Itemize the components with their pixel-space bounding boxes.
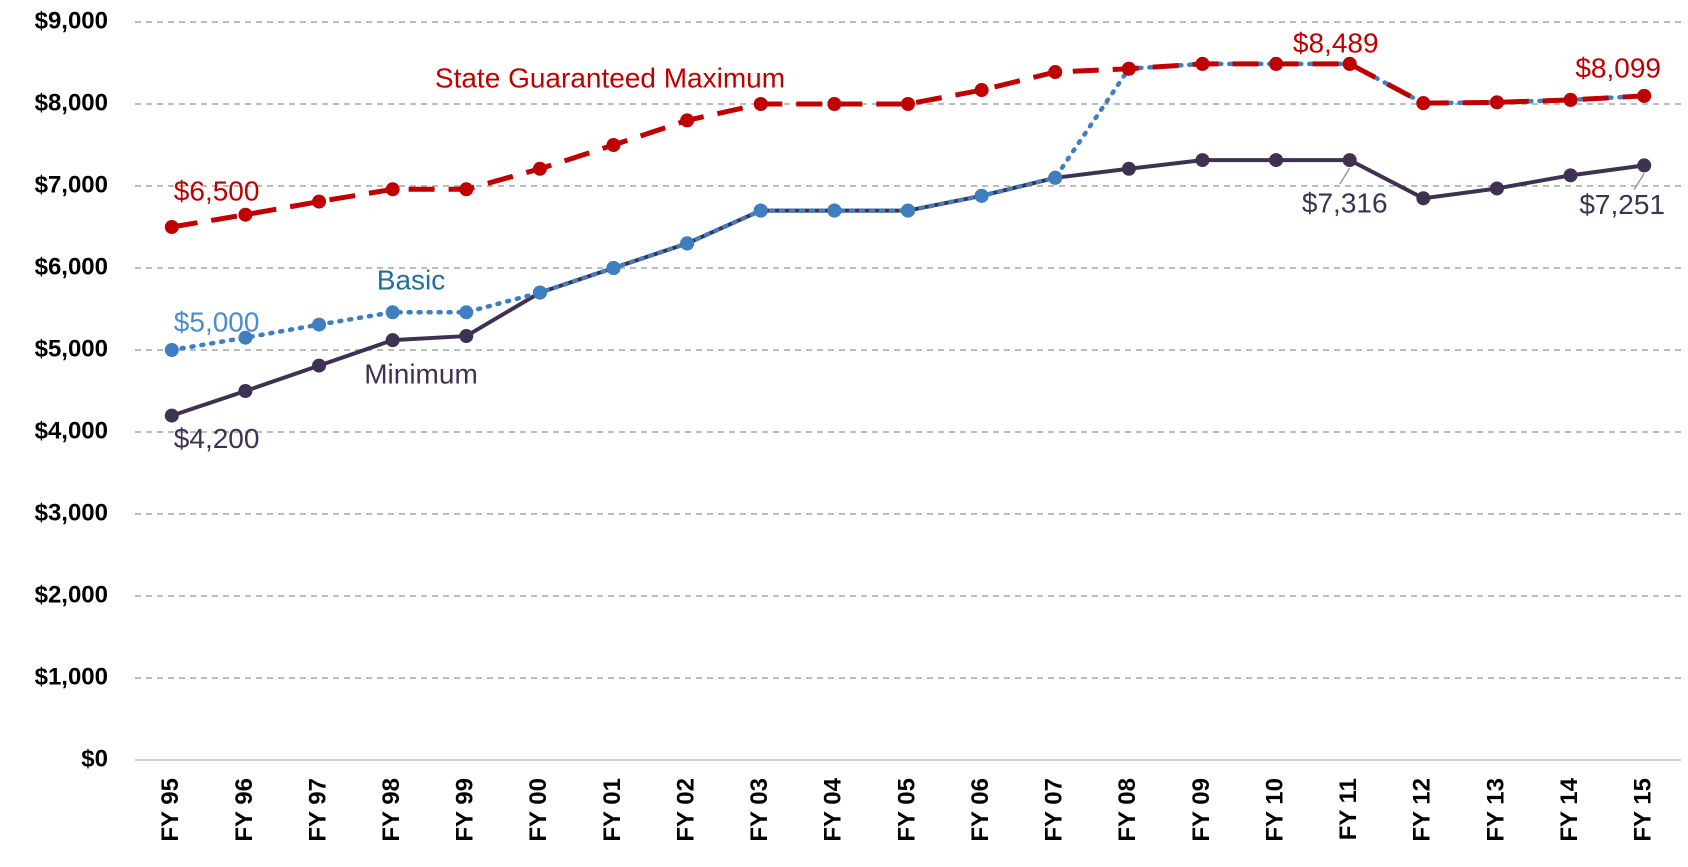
x-tick-label: FY 10 xyxy=(1261,778,1288,842)
leader-line xyxy=(1339,167,1351,185)
x-tick-label: FY 06 xyxy=(967,778,994,842)
point xyxy=(974,83,989,98)
point xyxy=(1563,92,1578,107)
series-label: State Guaranteed Maximum xyxy=(435,62,785,93)
point xyxy=(385,182,400,197)
point xyxy=(532,161,547,176)
series-line xyxy=(171,61,1645,230)
x-tick-label: FY 05 xyxy=(893,778,920,842)
value-label: $8,489 xyxy=(1293,27,1379,58)
point xyxy=(1048,170,1063,185)
point xyxy=(1416,96,1431,111)
y-tick-label: $3,000 xyxy=(35,499,108,526)
point xyxy=(1195,56,1210,71)
point xyxy=(238,384,253,398)
x-tick-label: FY 11 xyxy=(1335,778,1362,840)
x-tick-label: FY 13 xyxy=(1482,778,1509,842)
x-tick-label: FY 07 xyxy=(1041,778,1068,842)
point xyxy=(385,305,400,320)
point xyxy=(385,333,400,348)
point xyxy=(1489,95,1504,110)
x-tick-label: FY 01 xyxy=(599,778,626,842)
value-label: $4,200 xyxy=(174,423,260,454)
point xyxy=(1195,153,1210,168)
point xyxy=(1269,56,1284,71)
y-tick-label: $1,000 xyxy=(35,663,108,690)
point xyxy=(680,236,695,251)
value-label: $8,099 xyxy=(1575,52,1661,83)
x-tick-label: FY 95 xyxy=(157,778,184,842)
point xyxy=(459,182,474,197)
y-tick-label: $5,000 xyxy=(35,335,108,362)
point xyxy=(312,317,327,332)
x-tick-label: FY 14 xyxy=(1556,777,1583,841)
point xyxy=(532,285,547,300)
point xyxy=(606,138,621,152)
point xyxy=(459,329,474,344)
point xyxy=(1342,153,1357,168)
point xyxy=(827,97,842,111)
point xyxy=(1637,158,1652,173)
point xyxy=(459,305,474,320)
point xyxy=(312,358,327,373)
point xyxy=(164,408,179,423)
y-tick-label: $6,000 xyxy=(35,253,108,280)
y-tick-label: $2,000 xyxy=(35,581,108,608)
value-label: $6,500 xyxy=(174,175,260,206)
x-tick-label: FY 09 xyxy=(1188,778,1215,842)
value-label: $7,316 xyxy=(1302,187,1388,218)
y-tick-label: $4,000 xyxy=(35,417,108,444)
point xyxy=(1637,88,1652,103)
x-tick-label: FY 03 xyxy=(746,778,773,842)
x-tick-label: FY 96 xyxy=(231,778,258,842)
point xyxy=(606,261,621,275)
point xyxy=(974,188,989,203)
leader-line xyxy=(1633,173,1645,190)
value-label: $5,000 xyxy=(174,306,260,337)
point xyxy=(1563,168,1578,183)
x-tick-label: FY 04 xyxy=(820,777,847,841)
x-tick-label: FY 02 xyxy=(672,778,699,842)
y-tick-label: $9,000 xyxy=(35,7,108,34)
point xyxy=(680,113,695,128)
x-tick-label: FY 15 xyxy=(1630,778,1657,842)
point xyxy=(1048,65,1063,80)
y-tick-label: $0 xyxy=(81,745,108,772)
x-tick-label: FY 12 xyxy=(1409,778,1436,842)
point xyxy=(753,203,768,218)
point xyxy=(1269,153,1284,168)
point xyxy=(238,330,253,345)
point xyxy=(164,343,179,357)
x-tick-label: FY 98 xyxy=(378,778,405,842)
point xyxy=(238,207,253,222)
point xyxy=(901,97,915,111)
point xyxy=(827,203,842,218)
x-tick-label: FY 00 xyxy=(525,778,552,842)
point xyxy=(1121,161,1136,176)
series-label: Minimum xyxy=(364,358,478,389)
x-tick-label: FY 97 xyxy=(304,778,331,842)
point xyxy=(901,203,915,218)
point xyxy=(1489,181,1504,196)
point xyxy=(1342,56,1357,71)
x-tick-label: FY 99 xyxy=(452,778,479,842)
point xyxy=(753,97,768,111)
point xyxy=(164,220,179,234)
series-label: Basic xyxy=(377,264,445,295)
series-line xyxy=(169,61,1647,353)
point xyxy=(312,194,327,209)
x-tick-label: FY 08 xyxy=(1114,778,1141,842)
value-label: $7,251 xyxy=(1579,189,1665,220)
point xyxy=(1121,61,1136,76)
point xyxy=(1416,191,1431,206)
y-tick-label: $7,000 xyxy=(35,171,108,198)
y-tick-label: $8,000 xyxy=(35,89,108,116)
